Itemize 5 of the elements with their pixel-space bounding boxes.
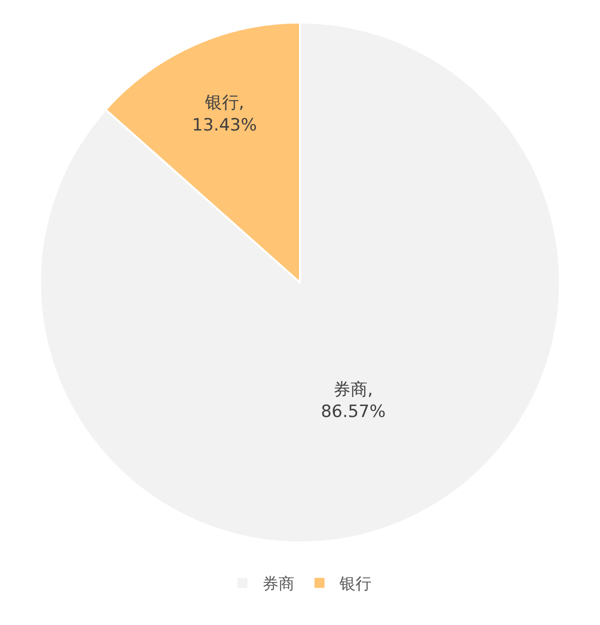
legend-label: 银行 xyxy=(338,574,372,594)
pie-slice xyxy=(39,22,561,544)
legend-label: 券商 xyxy=(262,574,294,594)
data-label: 券商, 86.57% xyxy=(320,380,386,422)
data-label: 银行, 13.43% xyxy=(192,93,257,136)
